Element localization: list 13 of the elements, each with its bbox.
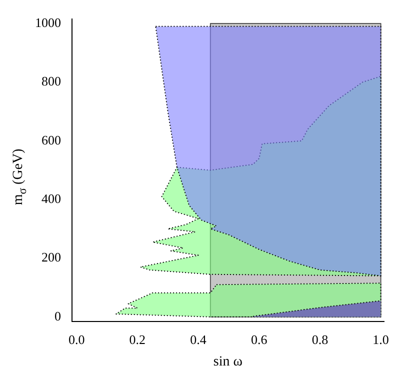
x-tick-label: 0.8 bbox=[312, 332, 328, 347]
x-tick-label: 0.0 bbox=[68, 332, 85, 347]
y-tick-label: 600 bbox=[42, 132, 61, 148]
y-tick-label: 200 bbox=[42, 250, 61, 265]
y-tick-label: 1000 bbox=[35, 14, 61, 30]
x-tick-label: 0.4 bbox=[190, 332, 207, 347]
y-tick-label: 800 bbox=[42, 74, 61, 89]
x-tick-label: 1.0 bbox=[372, 332, 389, 347]
x-axis-title: sin ω bbox=[213, 354, 242, 370]
x-tick-label: 0.2 bbox=[129, 332, 146, 347]
y-tick-label: 400 bbox=[42, 190, 61, 206]
y-tick-label: 0 bbox=[54, 308, 61, 324]
x-tick-label: 0.6 bbox=[250, 332, 268, 347]
